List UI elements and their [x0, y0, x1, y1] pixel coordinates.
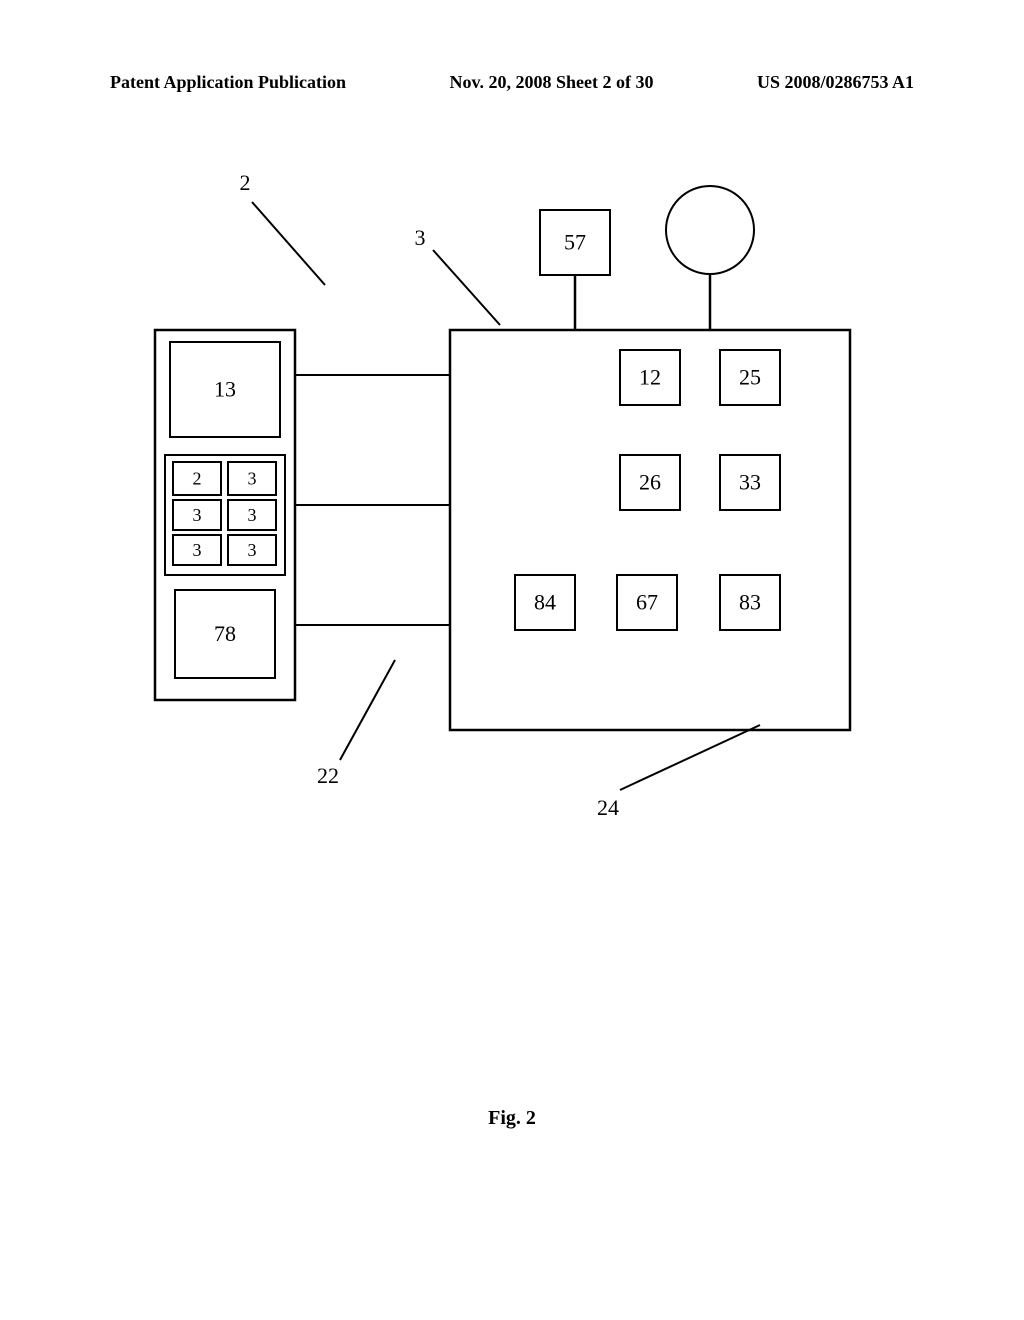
- page: Patent Application Publication Nov. 20, …: [0, 0, 1024, 1320]
- callout-label: 2: [240, 170, 251, 195]
- callout-line: [433, 250, 500, 325]
- node-label: 3: [193, 505, 202, 525]
- node-label: 26: [639, 470, 661, 495]
- patent-diagram: 13233333781225263384678357232224: [60, 150, 960, 900]
- callout-line: [252, 202, 325, 285]
- header-left: Patent Application Publication: [110, 72, 346, 93]
- callout-label: 24: [597, 795, 619, 820]
- callout-line: [340, 660, 395, 760]
- node-label: 13: [214, 377, 236, 402]
- figure-caption: Fig. 2: [0, 1107, 1024, 1130]
- node-label: 78: [214, 621, 236, 646]
- node-label: 12: [639, 365, 661, 390]
- node-label: 33: [739, 470, 761, 495]
- node-label: 3: [248, 505, 257, 525]
- node-label: 57: [564, 230, 586, 255]
- node-label: 3: [248, 540, 257, 560]
- callout-label: 3: [415, 225, 426, 250]
- node-circle_top: [666, 186, 754, 274]
- header-center: Nov. 20, 2008 Sheet 2 of 30: [450, 72, 654, 93]
- page-header: Patent Application Publication Nov. 20, …: [0, 72, 1024, 93]
- node-label: 84: [534, 590, 556, 615]
- node-label: 3: [193, 540, 202, 560]
- node-label: 3: [248, 469, 257, 489]
- node-label: 2: [193, 469, 202, 489]
- callout-line: [620, 725, 760, 790]
- node-label: 67: [636, 590, 658, 615]
- header-right: US 2008/0286753 A1: [757, 72, 914, 93]
- callout-label: 22: [317, 763, 339, 788]
- node-label: 25: [739, 365, 761, 390]
- node-label: 83: [739, 590, 761, 615]
